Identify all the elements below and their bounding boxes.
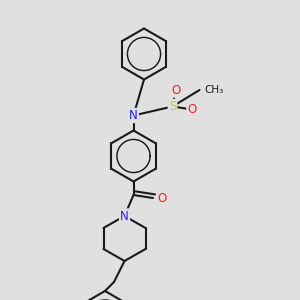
Text: N: N	[120, 209, 129, 223]
Text: O: O	[188, 103, 196, 116]
Text: S: S	[169, 100, 176, 113]
Text: O: O	[158, 191, 167, 205]
Text: N: N	[129, 109, 138, 122]
Text: O: O	[171, 83, 180, 97]
Text: CH₃: CH₃	[204, 85, 223, 95]
